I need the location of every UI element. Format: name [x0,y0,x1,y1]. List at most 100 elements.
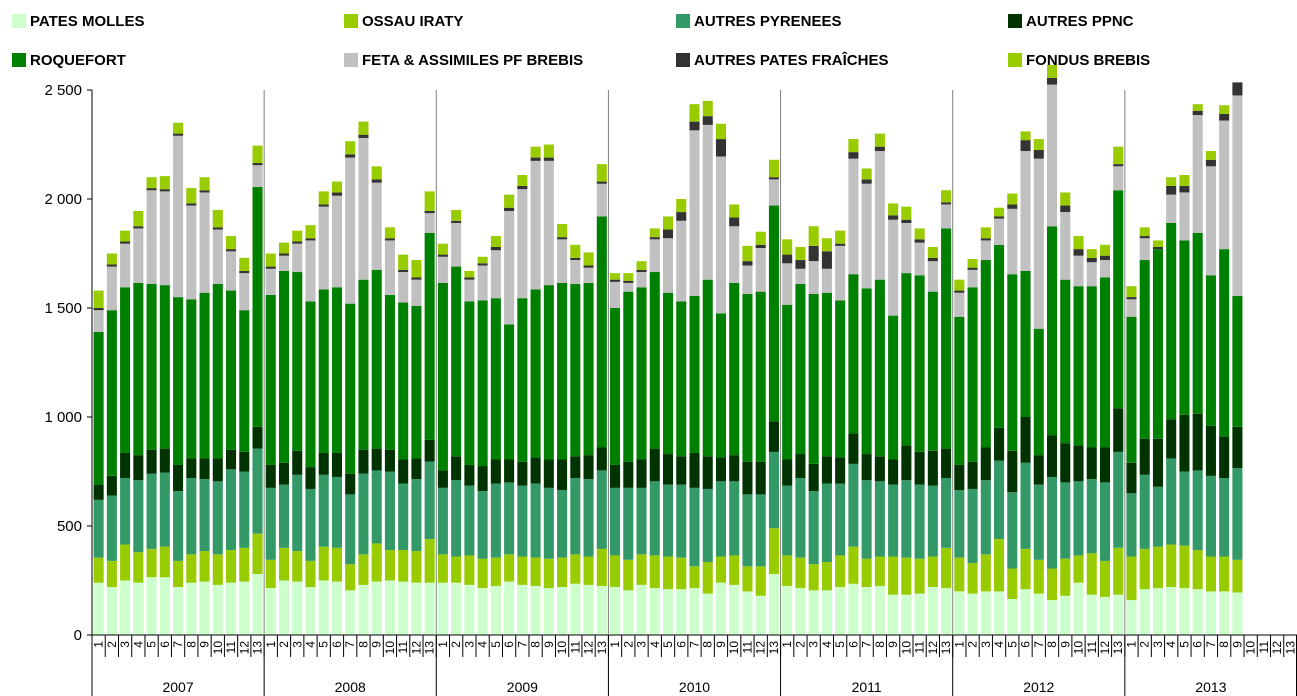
legend-item-roquefort: ROQUEFORT [12,50,126,70]
bar-roquefort-2008-12 [411,305,422,459]
bar-autres-ppnc-2012-9 [1060,443,1071,483]
bar-autres-pates-fraiches-2010-1 [610,279,621,282]
bar-autres-ppnc-2012-11 [1086,447,1097,480]
bar-ossau-iraty-2013-1 [1126,556,1137,601]
bar-autres-pyrenees-2010-5 [662,484,674,557]
bar-autres-pyrenees-2010-3 [636,487,647,555]
bar-feta-assimiles-pf-brebis-2008-4 [305,240,316,302]
bar-autres-ppnc-2013-8 [1219,436,1230,479]
period-label: 12 [582,641,596,655]
period-label: 11 [396,641,410,654]
bar-pates-molles-2011-10 [901,594,912,635]
bar-ossau-iraty-2007-6 [159,546,170,578]
bar-autres-pyrenees-2011-10 [901,480,912,558]
bar-autres-pates-fraiches-2013-4 [1166,185,1177,195]
bar-feta-assimiles-pf-brebis-2007-6 [159,191,170,286]
bar-pates-molles-2013-5 [1179,588,1190,635]
bar-autres-ppnc-2012-3 [980,447,991,481]
bar-fondus-brebis-2007-8 [186,188,197,204]
bar-ossau-iraty-2013-5 [1179,545,1190,589]
bar-autres-ppnc-2008-10 [384,449,395,472]
period-label: 4 [303,641,317,648]
bar-pates-molles-2007-1 [93,582,104,635]
bar-ossau-iraty-2009-13 [596,548,607,586]
bar-pates-molles-2013-8 [1219,591,1230,635]
period-label: 4 [476,641,490,648]
bar-autres-pates-fraiches-2010-4 [649,237,660,240]
bar-roquefort-2009-8 [530,289,541,458]
period-label: 4 [1164,641,1178,648]
bar-pates-molles-2008-8 [358,584,369,635]
y-tick-label: 0 [74,627,82,644]
bar-fondus-brebis-2011-9 [888,203,899,216]
bar-fondus-brebis-2012-8 [1047,64,1058,79]
bar-feta-assimiles-pf-brebis-2010-4 [649,239,660,273]
bar-autres-pates-fraiches-2010-7 [689,121,700,131]
period-label: 3 [979,641,993,648]
bar-roquefort-2011-11 [914,275,925,452]
bar-ossau-iraty-2011-4 [821,561,832,591]
bar-pates-molles-2012-7 [1033,593,1044,635]
bar-roquefort-2012-12 [1099,277,1111,448]
bar-pates-molles-2009-8 [530,585,541,635]
bar-autres-pyrenees-2008-4 [305,488,316,561]
bar-ossau-iraty-2010-3 [636,554,647,585]
bar-fondus-brebis-2008-4 [305,225,316,239]
bar-autres-ppnc-2007-1 [93,484,104,500]
bar-autres-ppnc-2009-12 [583,455,594,480]
bar-feta-assimiles-pf-brebis-2013-7 [1205,166,1216,276]
bar-pates-molles-2007-7 [173,587,184,635]
bar-fondus-brebis-2011-5 [835,230,846,244]
bar-pates-molles-2008-5 [318,580,329,635]
period-label: 12 [754,641,768,655]
bar-autres-pates-fraiches-2012-13 [1113,164,1124,167]
bar-pates-molles-2010-1 [610,587,621,635]
bar-autres-pyrenees-2007-8 [186,478,197,555]
bar-autres-ppnc-2011-9 [888,459,899,485]
legend-swatch [12,53,26,67]
bar-autres-pates-fraiches-2008-13 [424,210,435,214]
bar-feta-assimiles-pf-brebis-2010-11 [742,265,753,294]
bar-roquefort-2009-5 [490,298,501,460]
bar-feta-assimiles-pf-brebis-2011-4 [821,268,832,293]
bar-autres-ppnc-2013-9 [1232,426,1243,469]
bar-feta-assimiles-pf-brebis-2010-12 [755,248,766,292]
bar-autres-pyrenees-2007-11 [226,469,237,550]
bar-roquefort-2012-10 [1073,286,1084,446]
bar-pates-molles-2012-9 [1060,595,1071,635]
bar-autres-pyrenees-2012-4 [994,460,1005,540]
period-label: 6 [1191,641,1205,648]
bar-pates-molles-2012-1 [954,591,965,635]
bar-pates-molles-2011-7 [861,587,872,635]
period-label: 11 [740,641,754,654]
bar-autres-pates-fraiches-2013-7 [1205,159,1216,167]
bar-fondus-brebis-2010-1 [610,273,621,280]
bar-fondus-brebis-2007-4 [133,210,144,227]
bar-fondus-brebis-2007-13 [252,145,263,164]
bar-fondus-brebis-2009-13 [596,164,607,182]
bar-autres-pyrenees-2009-7 [517,485,528,557]
bar-autres-pates-fraiches-2010-10 [729,217,740,227]
bar-autres-pyrenees-2013-3 [1152,486,1163,547]
bar-autres-pyrenees-2008-6 [331,476,342,548]
bar-autres-pates-fraiches-2010-5 [662,229,674,239]
bar-pates-molles-2013-1 [1126,600,1137,635]
bar-autres-pates-fraiches-2013-2 [1139,236,1150,239]
bar-feta-assimiles-pf-brebis-2009-9 [543,160,554,286]
bar-autres-ppnc-2007-3 [120,452,131,479]
bar-roquefort-2009-12 [583,282,594,456]
bar-pates-molles-2013-6 [1192,589,1203,635]
bar-pates-molles-2012-6 [1020,589,1031,635]
bar-roquefort-2009-6 [504,324,515,460]
bar-pates-molles-2010-6 [676,589,687,635]
bar-feta-assimiles-pf-brebis-2009-7 [517,189,528,299]
bar-feta-assimiles-pf-brebis-2007-8 [186,205,197,300]
bar-autres-pates-fraiches-2007-12 [239,270,250,274]
bar-pates-molles-2007-11 [226,582,237,635]
bar-autres-ppnc-2010-11 [742,461,753,495]
bar-feta-assimiles-pf-brebis-2007-5 [146,190,157,285]
bar-feta-assimiles-pf-brebis-2009-13 [596,183,607,217]
bar-fondus-brebis-2009-3 [464,270,475,278]
bar-autres-pates-fraiches-2009-5 [490,246,501,251]
period-label: 5 [145,641,159,648]
